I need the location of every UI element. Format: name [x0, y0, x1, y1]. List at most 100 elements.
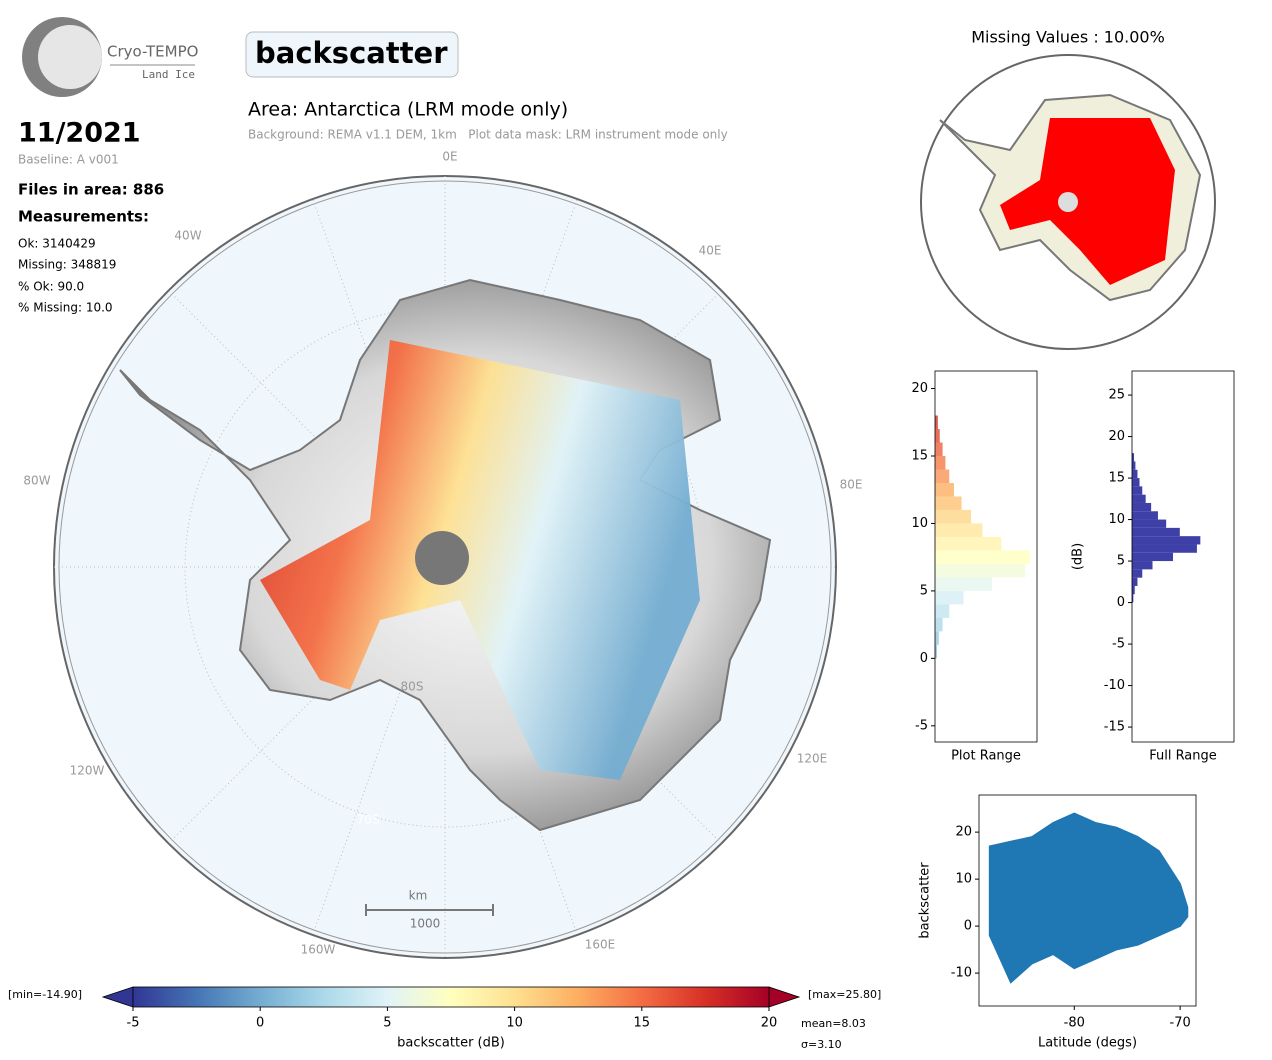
axes-frame [1131, 370, 1235, 743]
y-axis-label: backscatter [918, 862, 933, 939]
y-axis-label: (dB) [1071, 543, 1086, 570]
map-label: 0E [442, 150, 457, 164]
colorbar-min: [min=-14.90] [8, 988, 82, 1001]
inset-title: Missing Values : 10.00% [971, 28, 1165, 47]
scatter-cloud [988, 812, 1189, 984]
histogram-bar [935, 455, 946, 470]
histogram-bar [1132, 519, 1167, 528]
x-axis-label: Latitude (degs) [1038, 1036, 1137, 1051]
colorbar [132, 986, 770, 1008]
date: 11/2021 [18, 118, 141, 149]
colorbar-label: backscatter (dB) [397, 1036, 505, 1051]
histogram-bar [935, 429, 940, 443]
background-note: Background: REMA v1.1 DEM, 1km Plot data… [248, 128, 728, 142]
histogram-bar [935, 577, 992, 591]
histogram-bar [935, 523, 983, 537]
y-tick-label: 20 [911, 381, 928, 396]
histogram-bar [1132, 511, 1158, 520]
histogram-bar [1132, 486, 1143, 495]
histogram-bar [1132, 494, 1146, 503]
y-tick-label: 5 [920, 583, 928, 598]
colorbar-tick-label: 0 [256, 1016, 264, 1031]
y-tick-label: 0 [964, 919, 972, 934]
y-tick-label: -15 [1104, 720, 1125, 735]
main-map: 0E 40E 80E 120E 160E 160W 120W 80W 40W 8… [23, 150, 862, 959]
y-tick-label: 5 [1117, 554, 1125, 569]
colorbar-tick-label: 15 [634, 1016, 651, 1031]
parameter-box [245, 31, 459, 78]
histogram-bar [1132, 536, 1201, 545]
histogram-bar [1132, 585, 1135, 595]
logo: Cryo-TEMPO Land Ice [22, 17, 198, 97]
map-label: 70S [357, 813, 380, 827]
histogram-bar [935, 469, 950, 483]
histogram-bar [935, 415, 938, 430]
y-tick-label: 25 [1108, 388, 1125, 403]
map-label: 160W [301, 943, 336, 957]
histogram-bar [935, 509, 972, 524]
measurement: Ok: 3140429 [18, 237, 96, 251]
histogram-bar [1132, 552, 1174, 562]
area-title: Area: Antarctica (LRM mode only) [248, 99, 568, 121]
histogram-bar [1132, 502, 1152, 512]
measurement: Missing: 348819 [18, 258, 116, 272]
scale-unit: km [409, 889, 428, 903]
map-label: 120W [70, 764, 105, 778]
files: Files in area: 886 [18, 181, 164, 199]
colorbar-sigma: σ=3.10 [801, 1038, 842, 1051]
colorbar-max: [max=25.80] [808, 988, 881, 1001]
y-tick-label: 10 [911, 516, 928, 531]
histogram-bar [1132, 453, 1135, 462]
histogram-bar [935, 550, 1030, 564]
y-tick-label: 15 [911, 448, 928, 463]
parameter: backscatter [255, 36, 448, 70]
colorbar-tick-label: 5 [383, 1016, 391, 1031]
x-axis-label: Full Range [1149, 749, 1217, 764]
histogram-bar [1132, 594, 1134, 603]
histogram-bar [935, 644, 937, 659]
histogram-bar [935, 496, 962, 510]
histogram-bar [935, 482, 954, 497]
measurements-title: Measurements: [18, 208, 149, 226]
colorbar-tick-label: 20 [761, 1016, 778, 1031]
y-tick-label: 20 [955, 825, 972, 840]
histogram-bar [1132, 478, 1140, 487]
colorbar-extend-low [101, 986, 134, 1008]
y-tick-label: -5 [915, 718, 928, 733]
histogram-bar [1132, 577, 1138, 586]
logo-title: Cryo-TEMPO [107, 43, 198, 61]
histogram-bar [1132, 527, 1180, 537]
y-tick-label: 10 [1108, 512, 1125, 527]
histogram-bar [935, 604, 950, 618]
y-tick-label: 15 [1108, 471, 1125, 486]
x-axis-label: Plot Range [951, 749, 1021, 764]
histogram-bar [1132, 561, 1153, 570]
map-label: 160E [585, 938, 616, 952]
x-tick-label: -70 [1170, 1016, 1191, 1031]
y-tick-label: 0 [920, 651, 928, 666]
measurement: % Ok: 90.0 [18, 280, 84, 294]
map-label: 80S [401, 680, 424, 694]
scale-value: 1000 [410, 917, 441, 931]
y-tick-label: 20 [1108, 429, 1125, 444]
histogram-bar [935, 590, 964, 605]
y-tick-label: 10 [955, 872, 972, 887]
histogram-bar [1132, 461, 1136, 470]
colorbar-tick-label: 10 [506, 1016, 523, 1031]
map-label: 40W [174, 229, 201, 243]
axes-frame [978, 794, 1197, 1007]
axes-frame [934, 370, 1038, 743]
histogram-bar [1132, 544, 1197, 553]
histogram-bar [935, 536, 1002, 551]
histogram-bar [935, 563, 1026, 578]
measurement: % Missing: 10.0 [18, 301, 113, 315]
histogram-bar [1132, 569, 1143, 578]
colorbar-tick-label: -5 [127, 1016, 140, 1031]
map-label: 120E [797, 752, 828, 766]
histogram-bar [935, 631, 939, 645]
histogram-bar [1132, 469, 1138, 479]
colorbar-extend-high [768, 986, 801, 1008]
y-tick-label: -5 [1112, 637, 1125, 652]
inset-map: Missing Values : 10.00% [920, 28, 1216, 350]
